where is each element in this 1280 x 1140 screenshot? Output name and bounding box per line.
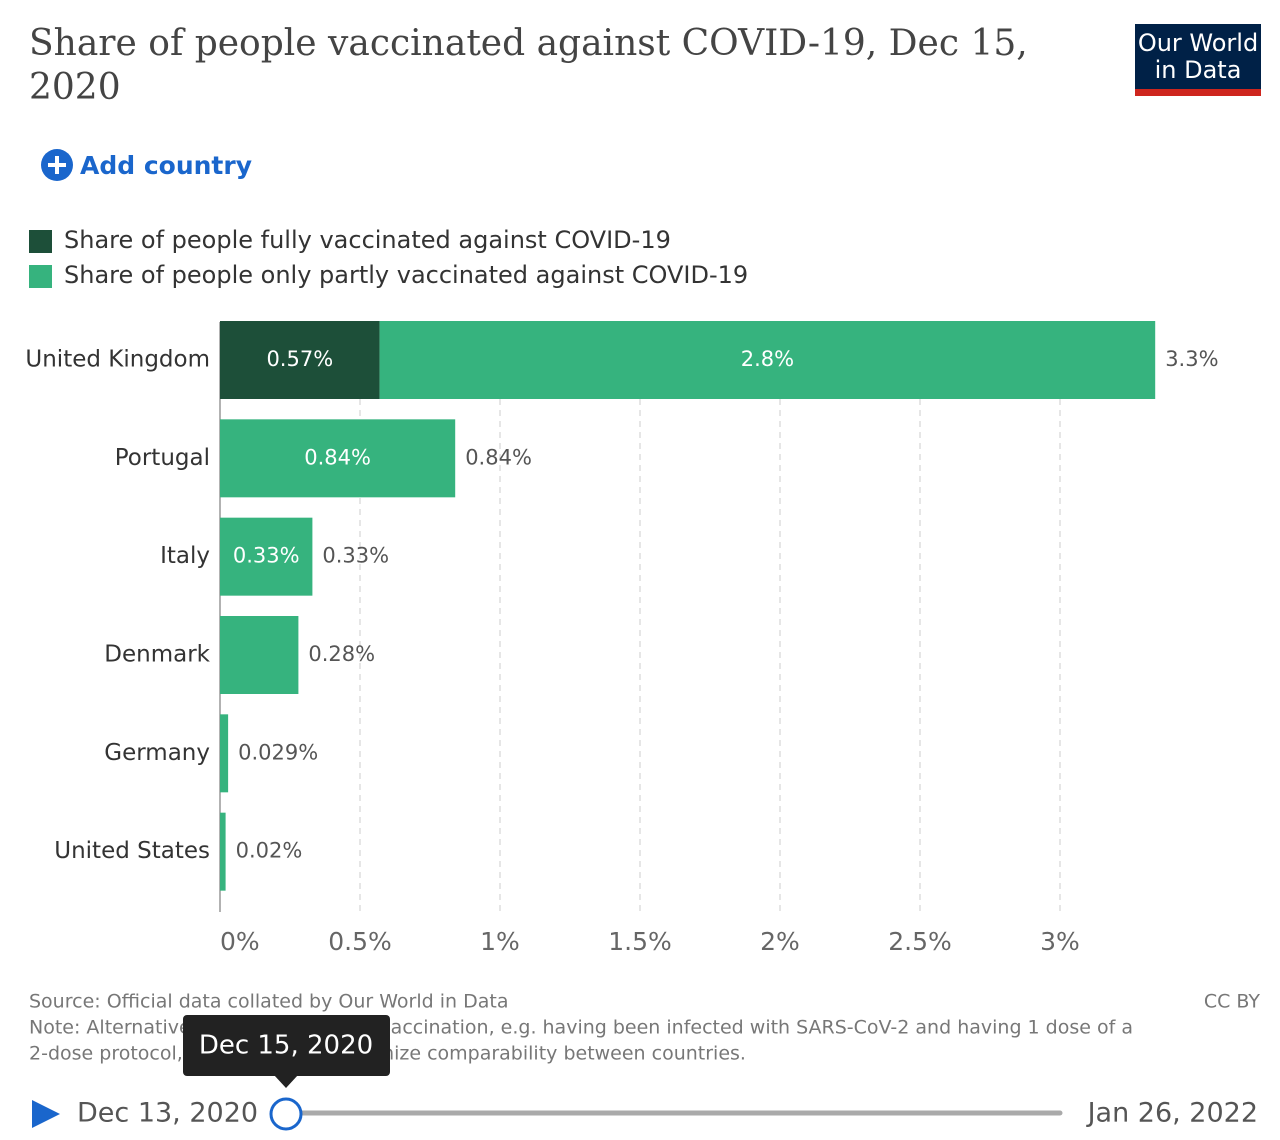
legend-swatch: [29, 265, 52, 288]
tooltip: [183, 1015, 390, 1076]
total-label: 0.029%: [238, 740, 318, 764]
license: CC BY: [1204, 991, 1261, 1013]
timeline-handle[interactable]: [269, 1097, 303, 1131]
total-label: 0.84%: [465, 445, 532, 469]
bar-segment: [220, 616, 299, 694]
logo-box: [1135, 24, 1261, 90]
total-label: 3.3%: [1165, 347, 1218, 371]
x-tick-label: 1.5%: [608, 927, 672, 956]
bar-segment: [379, 321, 1156, 399]
timeline: Dec 13, 2020 Jan 26, 2022 Dec 15, 2020: [32, 1015, 1258, 1131]
source: Source: Official data collated by Our Wo…: [29, 991, 508, 1013]
x-tick-label: 0.5%: [328, 927, 392, 956]
total-label: 0.33%: [322, 544, 389, 568]
tooltip-text: Dec 15, 2020: [199, 1031, 373, 1061]
bar-segment: [220, 714, 229, 793]
bar-segment: [220, 517, 313, 596]
y-tick-label: United States: [54, 838, 210, 864]
logo-text: Our World: [1138, 29, 1258, 57]
add-country-label: Add country: [80, 151, 252, 180]
y-tick-label: Germany: [104, 740, 210, 766]
bar-label: 2.8%: [741, 347, 794, 371]
chart-title: Share of people vaccinated against COVID…: [29, 23, 1028, 64]
add-country-button[interactable]: Add country: [41, 149, 252, 181]
logo-text: in Data: [1155, 56, 1242, 84]
legend-label: Share of people only partly vaccinated a…: [64, 261, 748, 289]
y-tick-label: Portugal: [115, 445, 210, 471]
tooltip-pointer: [274, 1075, 298, 1088]
bar-label: 0.33%: [233, 544, 300, 568]
x-tick-label: 1%: [480, 927, 520, 956]
y-tick-label: United Kingdom: [25, 347, 210, 373]
add-icon-plus: [48, 156, 66, 174]
x-tick-label: 2.5%: [888, 927, 952, 956]
x-tick-label: 2%: [760, 927, 800, 956]
bar-segment: [220, 321, 380, 399]
total-label: 0.02%: [236, 839, 303, 863]
timeline-end: Jan 26, 2022: [1086, 1098, 1258, 1129]
x-tick-label: 0%: [220, 927, 260, 956]
bar-segment: [220, 419, 456, 498]
bar-label: 0.84%: [304, 445, 371, 469]
timeline-start: Dec 13, 2020: [77, 1098, 258, 1129]
legend-swatch: [29, 230, 52, 253]
legend-label: Share of people fully vaccinated against…: [64, 226, 671, 254]
total-label: 0.28%: [308, 642, 375, 666]
y-tick-label: Italy: [160, 543, 210, 569]
bar-label: 0.57%: [266, 347, 333, 371]
bar-segment: [220, 812, 226, 891]
x-tick-label: 3%: [1040, 927, 1080, 956]
y-tick-label: Denmark: [104, 642, 210, 668]
play-button[interactable]: [32, 1100, 60, 1128]
logo[interactable]: Our World in Data: [1135, 24, 1261, 96]
logo-bar: [1135, 89, 1261, 96]
chart-title: 2020: [29, 67, 121, 108]
